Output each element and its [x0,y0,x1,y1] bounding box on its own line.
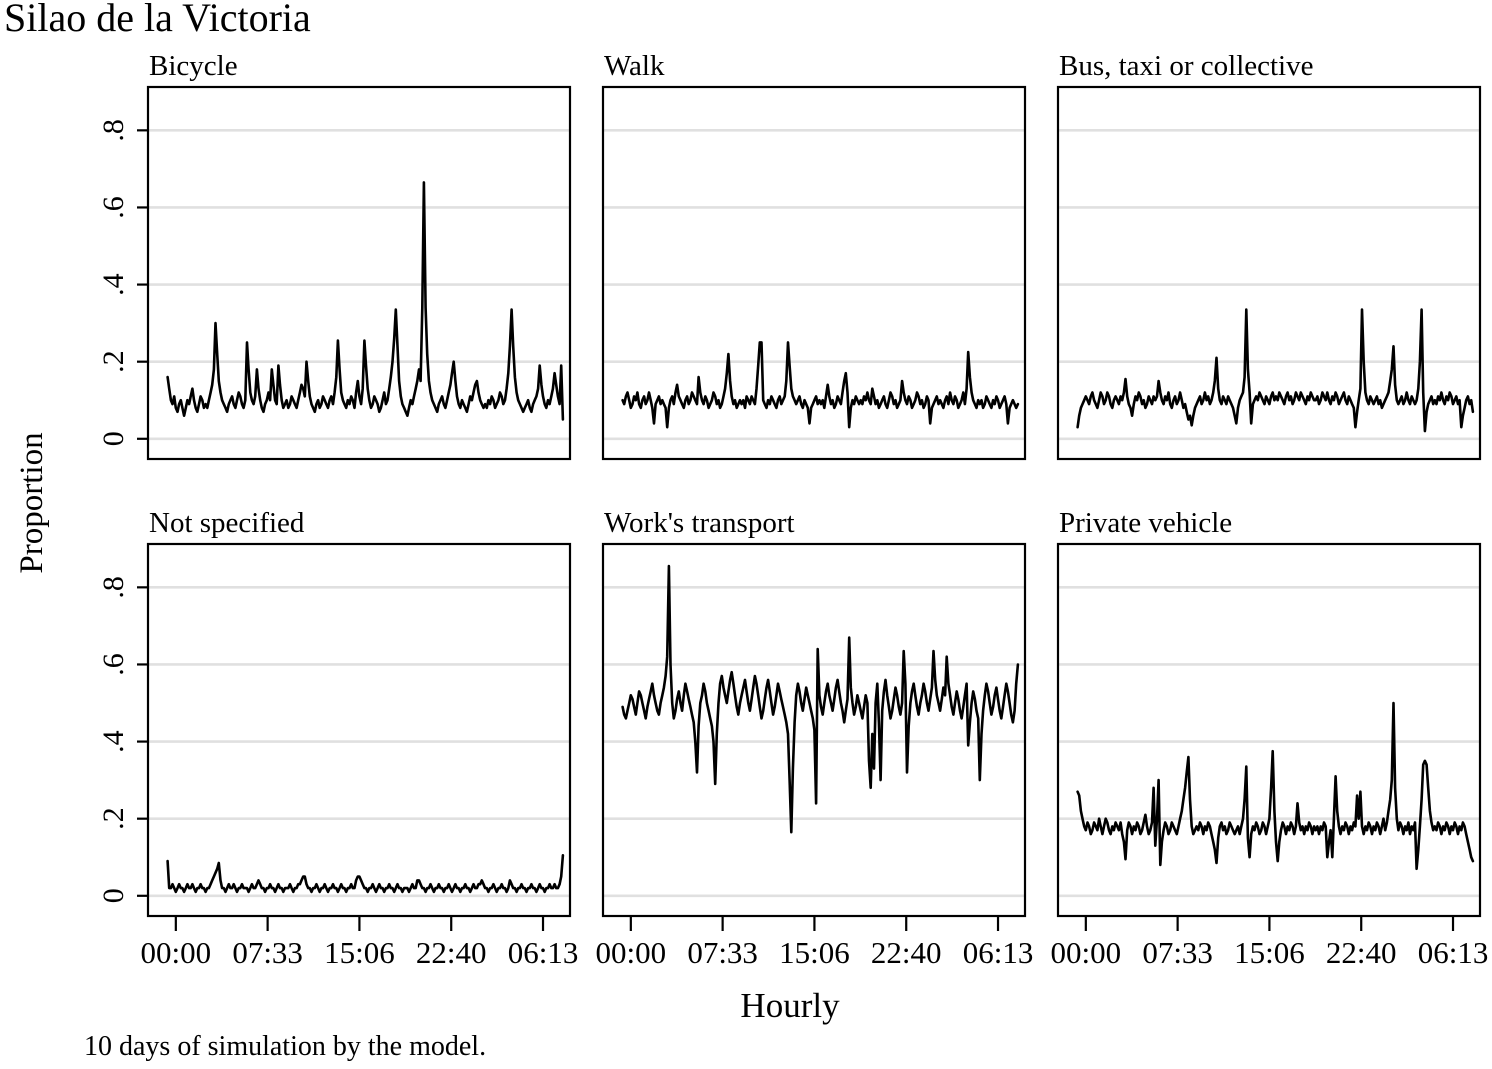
panel-title-bicycle: Bicycle [149,50,238,82]
y-axis-label-text: Proportion [14,432,50,574]
panel-walk: Walk [601,46,1027,461]
x-tick-label: 00:00 [596,935,667,970]
x-tick-label: 07:33 [1142,935,1213,970]
x-tick-label: 00:00 [1051,935,1122,970]
line-chart-private-vehicle: 00:00 07:33 15:06 22:40 06:13 [1051,542,1488,970]
x-tick-label: 06:13 [1418,935,1489,970]
y-tick-label: 0 [97,888,130,903]
x-tick-label: 06:13 [508,935,579,970]
x-tick-label: 07:33 [232,935,303,970]
plot-border [1056,542,1482,918]
panel-title-works-transport: Work's transport [604,507,795,539]
x-tick-label: 15:06 [324,935,395,970]
data-line [621,564,1020,834]
line-chart-walk [601,85,1027,461]
panel-not-specified: Not specified 0 .2 .4 .6 .8 00:00 07:33 15:06 22… [97,503,578,970]
y-tick-label: .8 [97,119,130,142]
y-tick-label: .6 [97,196,130,219]
x-tick-label: 06:13 [963,935,1034,970]
x-tick-label: 07:33 [687,935,758,970]
data-line [1076,308,1475,433]
x-tick-label: 00:00 [141,935,212,970]
x-axis-label: Hourly [740,986,840,1025]
panel-title-bus-taxi-collective: Bus, taxi or collective [1059,50,1314,82]
plot-border [146,85,572,461]
data-line [1076,701,1475,871]
y-tick-label: .2 [97,807,130,830]
panel-bicycle: Bicycle 0 .2 .4 .6 .8 [97,46,572,461]
y-tick-label: .6 [97,653,130,676]
panel-title-not-specified: Not specified [149,507,305,539]
x-tick-label: 22:40 [416,935,487,970]
plot-border [601,542,1027,918]
plot-border [146,542,572,918]
x-tick-label: 22:40 [871,935,942,970]
line-chart-works-transport: 00:00 07:33 15:06 22:40 06:13 [596,542,1033,970]
plot-border [601,85,1027,461]
x-tick-label: 15:06 [779,935,850,970]
panel-works-transport: Work's transport 00:00 07:33 15:06 22:40 06:… [596,503,1034,970]
line-chart-bicycle: 0 .2 .4 .6 .8 [97,85,572,461]
footnote: 10 days of simulation by the model. [84,1031,487,1062]
y-tick-label: .4 [97,273,130,296]
data-line [621,341,1020,429]
panel-title-private-vehicle: Private vehicle [1059,507,1233,539]
figure-title: Silao de la Victoria [4,0,311,40]
data-line [166,853,565,894]
y-tick-label: .4 [97,730,130,753]
x-tick-label: 15:06 [1234,935,1305,970]
line-chart-bus-taxi-collective [1056,85,1482,461]
data-line [166,181,565,421]
y-tick-label: 0 [97,431,130,446]
panel-title-walk: Walk [604,50,665,82]
y-tick-label: .8 [97,576,130,599]
panel-bus-taxi-collective: Bus, taxi or collective [1056,46,1482,461]
x-tick-label: 22:40 [1326,935,1397,970]
plot-border [1056,85,1482,461]
y-tick-label: .2 [97,350,130,373]
panel-private-vehicle: Private vehicle 00:00 07:33 15:06 22:40 06:1… [1051,503,1489,970]
line-chart-not-specified: 0 .2 .4 .6 .8 00:00 07:33 15:06 22:40 06:13 [97,542,578,970]
